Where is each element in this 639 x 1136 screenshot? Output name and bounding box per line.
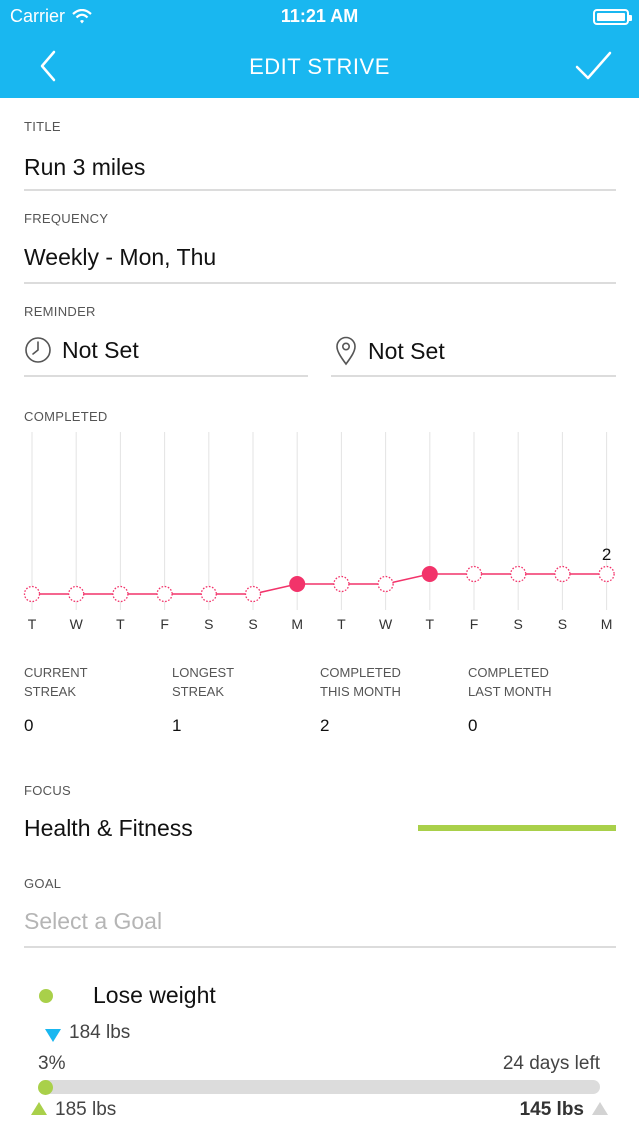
stat-label-line1: LONGEST: [172, 665, 235, 680]
stat-label-line1: COMPLETED: [468, 665, 549, 680]
frequency-label: FREQUENCY: [24, 211, 109, 226]
chart-point: [333, 575, 350, 593]
chart-point: [377, 575, 394, 593]
stat-longest-streak: LONGEST STREAK 1: [172, 663, 312, 736]
divider: [24, 375, 308, 377]
reminder-time-value: Not Set: [62, 336, 139, 363]
navigation-bar: EDIT STRIVE: [0, 34, 639, 98]
chart-tick-label: S: [514, 616, 523, 632]
chart-point: [112, 585, 129, 603]
divider: [24, 189, 616, 191]
stat-label-line2: LAST MONTH: [468, 684, 552, 699]
divider: [24, 282, 616, 284]
stat-label-line2: THIS MONTH: [320, 684, 401, 699]
progress-track: [40, 1080, 600, 1094]
chart-point-completed: [421, 566, 438, 582]
divider: [24, 946, 616, 948]
stat-current-streak: CURRENT STREAK 0: [24, 663, 164, 736]
goal-name: Lose weight: [93, 982, 216, 1008]
stat-value: 1: [172, 716, 182, 735]
stat-label-line1: CURRENT: [24, 665, 88, 680]
focus-label: FOCUS: [24, 783, 71, 798]
completion-chart: T W T F S S M T W T F S S M 2: [23, 432, 615, 632]
progress-indicator: [38, 1080, 53, 1095]
goal-select[interactable]: Select a Goal: [24, 908, 163, 934]
reminder-time-button[interactable]: Not Set: [24, 336, 139, 364]
title-label: TITLE: [24, 119, 61, 134]
stat-label-line2: STREAK: [24, 684, 77, 699]
current-weight-icon: [45, 1029, 61, 1042]
target-weight: 145 lbs: [519, 1099, 584, 1120]
chart-tick-label: T: [337, 616, 346, 632]
chart-tick-label: S: [204, 616, 213, 632]
start-weight-icon: [31, 1102, 47, 1115]
chart-tick-label: F: [470, 616, 479, 632]
chart-point: [68, 585, 85, 603]
chart-point: [465, 565, 483, 583]
title-field[interactable]: Run 3 miles: [24, 154, 146, 180]
stat-value: 2: [320, 716, 330, 735]
chart-point: [23, 585, 41, 603]
reminder-location-value: Not Set: [368, 337, 445, 364]
confirm-button[interactable]: [573, 48, 613, 84]
completed-label: COMPLETED: [24, 409, 108, 424]
chart-tick-label: T: [28, 616, 37, 632]
divider: [331, 375, 616, 377]
chart-tick-label: S: [248, 616, 257, 632]
stat-value: 0: [468, 716, 478, 735]
current-weight: 184 lbs: [69, 1022, 131, 1043]
chart-point: [244, 585, 262, 603]
status-time: 11:21 AM: [280, 6, 359, 26]
focus-color-bar: [418, 825, 616, 831]
chart-tick-label: S: [558, 616, 567, 632]
target-weight-icon: [592, 1102, 608, 1115]
stat-completed-this-month: COMPLETED THIS MONTH 2: [320, 663, 460, 736]
chart-point: [156, 585, 173, 603]
stat-completed-last-month: COMPLETED LAST MONTH 0: [468, 663, 608, 736]
focus-field[interactable]: Health & Fitness: [24, 815, 193, 841]
chart-data-label: 2: [602, 545, 611, 564]
chart-point: [200, 585, 217, 603]
status-bar: Carrier 11:21 AM: [0, 0, 639, 34]
battery-icon: [593, 9, 632, 25]
start-weight: 185 lbs: [55, 1099, 117, 1120]
carrier-name: Carrier: [10, 6, 66, 26]
frequency-field[interactable]: Weekly - Mon, Thu: [24, 244, 217, 270]
page-title: EDIT STRIVE: [249, 54, 390, 79]
chart-tick-label: F: [160, 616, 169, 632]
carrier-indicator: Carrier: [10, 6, 92, 27]
days-left: 24 days left: [502, 1053, 600, 1074]
goal-status-dot: [39, 989, 53, 1003]
chart-point: [554, 565, 571, 583]
chart-point: [598, 565, 615, 583]
chart-tick-label: T: [426, 616, 435, 632]
back-button[interactable]: [30, 48, 66, 84]
stat-label-line1: COMPLETED: [320, 665, 401, 680]
stat-label-line2: STREAK: [172, 684, 225, 699]
reminder-label: REMINDER: [24, 304, 96, 319]
chart-tick-label: T: [116, 616, 125, 632]
chart-tick-label: W: [379, 616, 393, 632]
top-bar: Carrier 11:21 AM EDIT STRIVE: [0, 0, 639, 98]
chart-point: [510, 565, 527, 583]
clock-icon: [25, 337, 51, 363]
progress-percent: 3%: [38, 1053, 66, 1074]
reminder-location-button[interactable]: Not Set: [334, 336, 445, 366]
chart-tick-label: W: [70, 616, 84, 632]
wifi-icon: [72, 8, 92, 23]
location-pin-icon: [336, 336, 356, 366]
goal-label: GOAL: [24, 876, 62, 891]
chart-tick-label: M: [291, 616, 303, 632]
chart-point-completed: [289, 576, 306, 592]
chart-tick-label: M: [601, 616, 613, 632]
stat-value: 0: [24, 716, 34, 735]
